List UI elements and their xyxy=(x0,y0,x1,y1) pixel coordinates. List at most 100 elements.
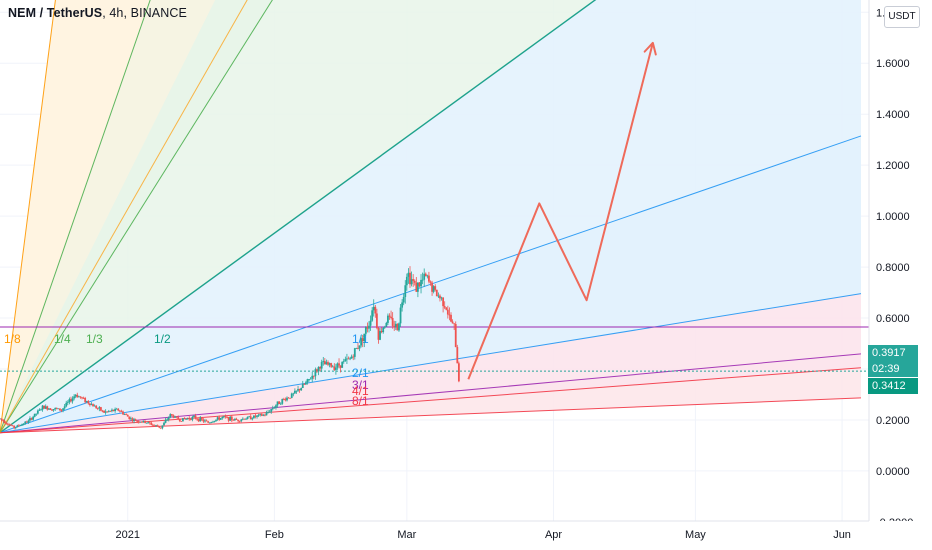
candle-body xyxy=(188,418,191,420)
candle-body xyxy=(136,420,139,422)
candle-body xyxy=(163,422,165,426)
candle-body xyxy=(281,398,284,404)
fan-label: 8/1 xyxy=(352,394,369,408)
candle-body xyxy=(38,409,41,411)
candle-body xyxy=(275,405,277,408)
candle-body xyxy=(199,417,202,422)
candle-body xyxy=(167,417,170,420)
candle-body xyxy=(287,397,290,399)
candle-body xyxy=(207,421,210,423)
candle-body xyxy=(409,272,411,285)
candle-body xyxy=(401,302,404,308)
candle-body xyxy=(295,390,298,392)
candle-body xyxy=(344,359,347,361)
candle-body xyxy=(346,358,348,360)
fan-label: 4/1 xyxy=(352,384,369,398)
candle-body xyxy=(303,383,306,385)
candle-body xyxy=(246,416,249,419)
candle-body xyxy=(308,379,310,380)
candle-body xyxy=(420,279,422,287)
candle-body xyxy=(375,313,378,329)
candle-body xyxy=(77,396,80,398)
candle-body xyxy=(257,414,260,416)
price-tick-label: 1.6000 xyxy=(876,58,910,70)
candle-body xyxy=(371,310,374,321)
projection-arrowhead xyxy=(643,41,657,56)
candle-body xyxy=(443,306,446,308)
candle-body xyxy=(65,402,68,407)
candle-body xyxy=(93,405,96,407)
candle-body xyxy=(278,401,281,404)
candle-body xyxy=(316,369,318,372)
candle-body xyxy=(175,416,178,418)
candle-body xyxy=(385,322,388,327)
candle-body xyxy=(131,418,134,422)
price-axis[interactable]: 1.80001.60001.40001.20001.00000.80000.60… xyxy=(868,0,932,550)
candle-body xyxy=(200,417,203,420)
candle-body xyxy=(224,416,227,418)
candle-body xyxy=(156,425,159,427)
projection-arrow[interactable] xyxy=(467,41,657,380)
candle-body xyxy=(62,408,64,411)
candle-body xyxy=(114,408,117,412)
candle-body xyxy=(196,418,199,420)
currency-button[interactable]: USDT xyxy=(884,6,920,28)
candle-body xyxy=(410,279,413,285)
candle-body xyxy=(100,407,102,411)
time-tick-label: Mar xyxy=(397,529,416,541)
candle-body xyxy=(251,418,254,420)
candle-body xyxy=(426,275,429,277)
price-tick-label: 0.6000 xyxy=(876,313,910,325)
candle-body xyxy=(70,399,72,402)
candle-body xyxy=(248,416,251,418)
candle-body xyxy=(117,408,120,411)
candle-body xyxy=(84,397,87,403)
candle-body xyxy=(330,363,333,367)
candle-body xyxy=(180,420,183,422)
interval-exchange: , 4h, BINANCE xyxy=(102,6,187,20)
candle-body xyxy=(366,327,369,329)
fan-label: 1/8 xyxy=(4,332,21,346)
candle-body xyxy=(73,396,76,399)
candle-body xyxy=(6,423,9,425)
candle-body xyxy=(262,414,265,416)
candle-body xyxy=(44,406,47,409)
candle-body xyxy=(238,420,241,422)
candle-body xyxy=(215,419,217,421)
candle-body xyxy=(147,422,150,424)
candle-body xyxy=(18,425,20,427)
candle-body xyxy=(319,366,322,369)
candle-body xyxy=(2,419,5,421)
candle-body xyxy=(442,297,445,307)
candle-body xyxy=(153,424,156,426)
candle-body xyxy=(264,414,266,416)
candle-body xyxy=(211,421,214,423)
fan-fill-band xyxy=(0,0,861,433)
candle-body xyxy=(372,306,375,311)
time-axis[interactable]: 2021 Feb Mar Apr May Jun xyxy=(0,520,932,550)
candle-body xyxy=(219,418,222,420)
candle-body xyxy=(347,358,350,360)
candle-body xyxy=(166,419,169,421)
candle-body xyxy=(95,405,98,409)
candle-body xyxy=(301,383,304,388)
candle-body xyxy=(312,375,315,377)
candle-body xyxy=(450,314,452,322)
candle-body xyxy=(194,415,197,419)
candle-body xyxy=(186,418,189,420)
candle-body xyxy=(29,418,31,421)
candle-body xyxy=(134,419,137,421)
candle-body xyxy=(271,408,274,410)
candle-body xyxy=(421,279,424,281)
level-price-label: 0.3412 xyxy=(868,378,918,394)
candle-body xyxy=(446,309,449,315)
candle-body xyxy=(229,416,232,421)
candle-body xyxy=(14,427,17,429)
price-tick-label: 0.2000 xyxy=(876,415,910,427)
candle-body xyxy=(22,424,25,425)
candle-body xyxy=(193,415,195,417)
symbol-name: NEM / TetherUS xyxy=(8,6,103,20)
fan-line xyxy=(0,293,862,434)
candle-body xyxy=(129,418,132,420)
